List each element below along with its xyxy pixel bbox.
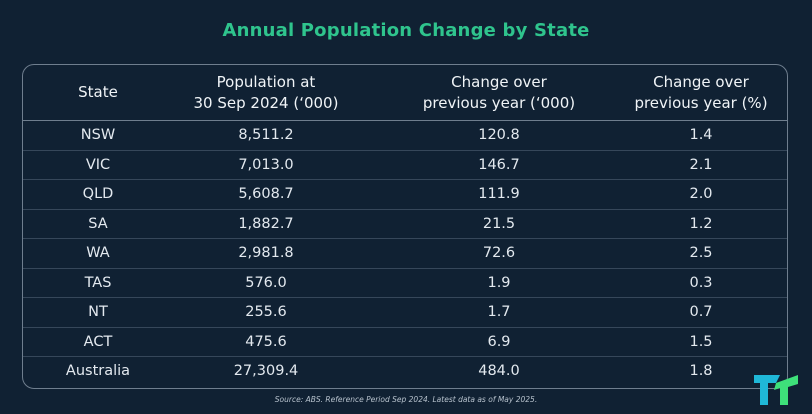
cell-population: 5,608.7 [238,186,294,202]
cell-state: ACT [83,333,113,350]
logo-teal-shape [754,375,780,405]
cell-population: 576.0 [245,274,287,291]
cell-state: TAS [84,274,112,291]
cell-change-pct: 1.2 [689,215,713,232]
table-title: Annual Population Change by State [222,20,590,41]
cell-state: Australia [65,363,131,379]
cell-state: VIC [85,156,111,173]
cell-state: NT [88,304,108,320]
cell-change: 1.9 [487,274,511,291]
table-row: TAS 576.0 1.9 0.3 [23,269,787,298]
cell-change-pct: 1.8 [689,363,713,379]
table-row: QLD 5,608.7 111.9 2.0 [23,180,787,210]
cell-state: QLD [82,186,114,202]
table-row: Australia 27,309.4 484.0 1.8 [23,357,787,387]
header-pct-line2: previous year (%) [634,93,768,112]
cell-change-pct: 2.1 [689,156,713,173]
cell-change: 111.9 [478,186,520,202]
cell-population: 1,882.7 [238,215,294,232]
cell-change: 146.7 [478,156,520,173]
cell-change: 1.7 [487,304,511,320]
cell-change-pct: 0.7 [689,304,713,320]
cell-state: WA [86,245,110,261]
cell-state: NSW [80,127,116,143]
cell-population: 27,309.4 [233,363,299,379]
header-population-line1: Population at [216,72,316,91]
table-row: SA 1,882.7 21.5 1.2 [23,210,787,239]
header-change-line1: Change over [451,72,547,91]
table-row: ACT 475.6 6.9 1.5 [23,328,787,357]
cell-change-pct: 1.5 [689,333,713,350]
cell-state: SA [88,215,108,232]
logo-green-shape [774,375,798,405]
cell-change: 6.9 [487,333,511,350]
table-row: VIC 7,013.0 146.7 2.1 [23,151,787,180]
header-state-label: State [78,83,118,101]
table-row: NSW 8,511.2 120.8 1.4 [23,121,787,151]
cell-population: 7,013.0 [238,156,294,173]
cell-population: 2,981.8 [238,245,294,261]
cell-change: 72.6 [482,245,516,261]
cell-change: 484.0 [478,363,520,379]
cell-population: 255.6 [245,304,287,320]
table-row: WA 2,981.8 72.6 2.5 [23,239,787,269]
table-row: NT 255.6 1.7 0.7 [23,298,787,328]
header-change: Change over previous year (‘000) [383,65,615,120]
cell-population: 8,511.2 [238,127,294,143]
cell-change: 21.5 [482,215,516,232]
cell-change-pct: 0.3 [689,274,713,291]
header-change-pct: Change over previous year (%) [613,65,787,120]
cell-change: 120.8 [478,127,520,143]
population-table: State Population at 30 Sep 2024 (‘000) C… [22,64,788,389]
cell-population: 475.6 [245,333,287,350]
cell-change-pct: 2.5 [689,245,713,261]
cell-change-pct: 1.4 [689,127,713,143]
header-state: State [33,65,163,120]
brand-logo-icon [754,375,798,405]
header-change-line2: previous year (‘000) [422,93,576,112]
source-note: Source: ABS. Reference Period Sep 2024. … [274,395,538,404]
table-header: State Population at 30 Sep 2024 (‘000) C… [23,65,787,121]
header-pct-line1: Change over [653,72,749,91]
header-population: Population at 30 Sep 2024 (‘000) [173,65,359,120]
cell-change-pct: 2.0 [689,186,713,202]
header-population-line2: 30 Sep 2024 (‘000) [193,93,339,112]
